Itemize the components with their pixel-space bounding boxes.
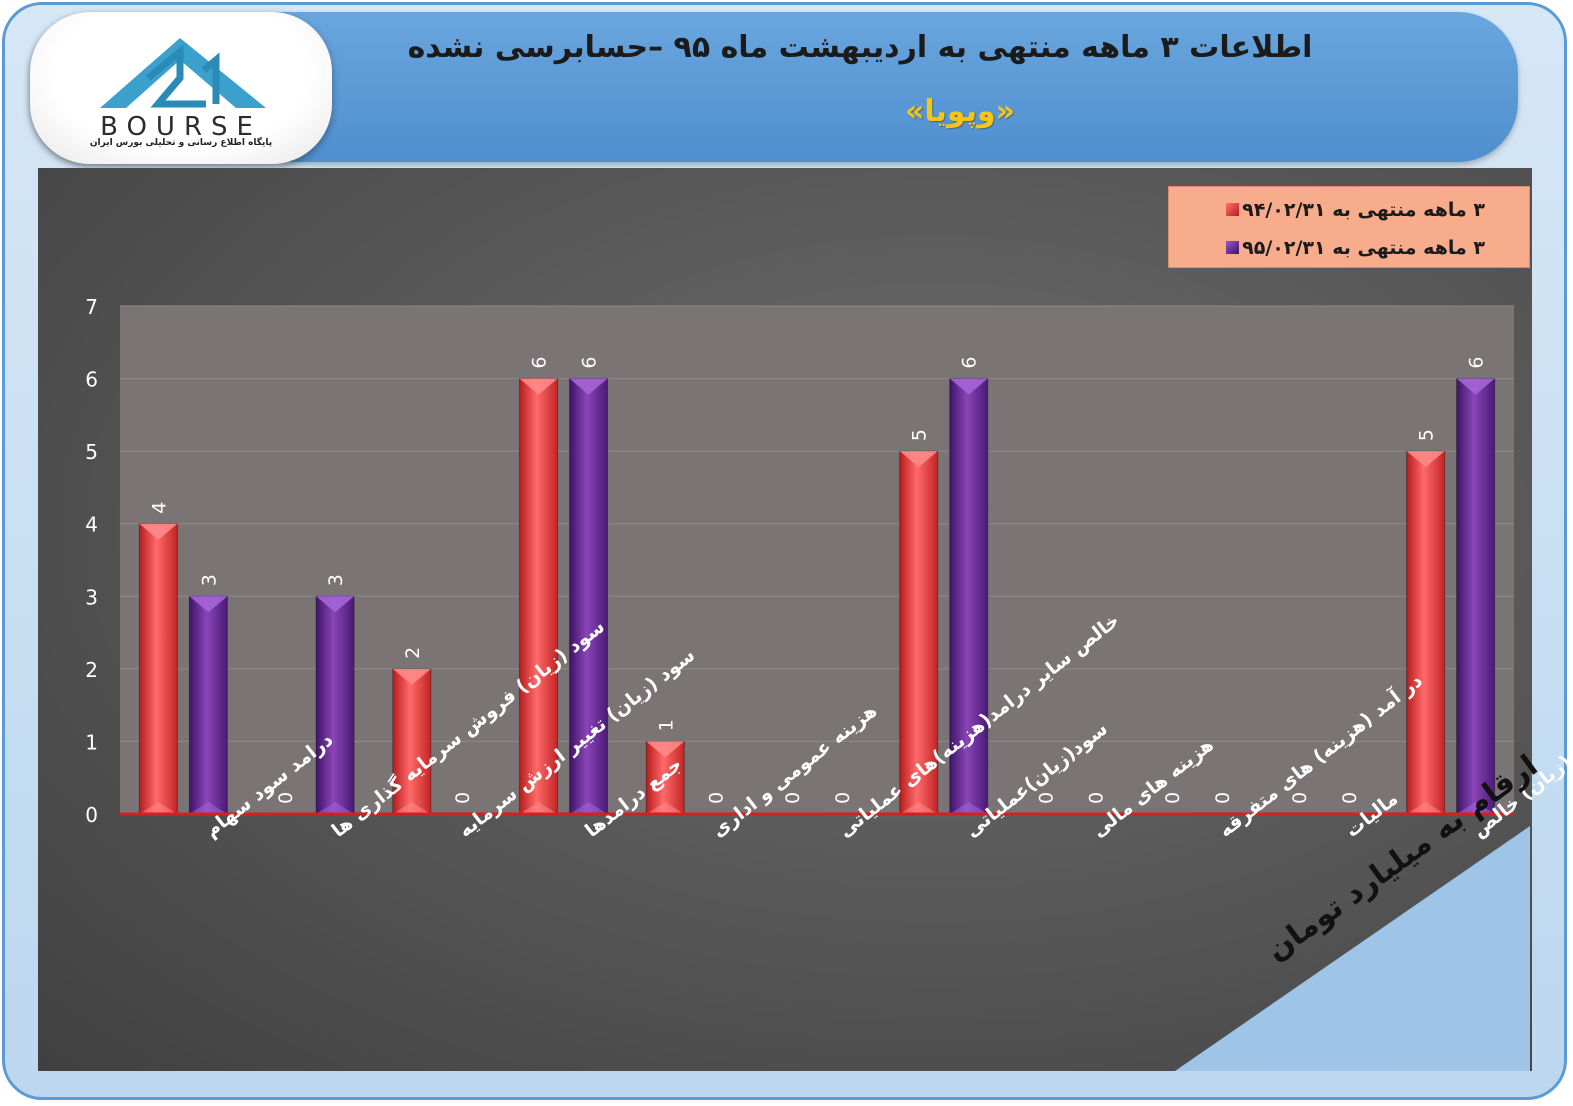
bar-cap <box>1456 378 1495 395</box>
data-label: 6 <box>579 356 601 368</box>
legend-item-series2: ۳ ماهه منتهی به ۹۵/۰۲/۳۱ <box>1242 237 1485 263</box>
bar-base <box>392 802 431 814</box>
y-tick-label: 4 <box>85 513 98 537</box>
data-label: 4 <box>148 502 170 514</box>
legend: ۳ ماهه منتهی به ۹۴/۰۲/۳۱ ۳ ماهه منتهی به… <box>1168 186 1530 268</box>
data-label: 0 <box>705 792 727 804</box>
bar-series1 <box>1406 450 1446 815</box>
data-label: 5 <box>1416 429 1438 441</box>
logo-mark-icon <box>100 38 266 108</box>
bar-base <box>646 802 685 814</box>
bourse24-logo: BOURSE پایگاه اطلاع رسانی و تحلیلی بورس … <box>30 12 332 164</box>
y-tick-label: 7 <box>85 295 98 319</box>
data-label: 0 <box>1339 792 1361 804</box>
data-label: 0 <box>1085 792 1107 804</box>
logo-text: BOURSE <box>100 112 262 142</box>
data-label: 6 <box>529 356 551 368</box>
data-label: 0 <box>1289 792 1311 804</box>
data-label: 0 <box>782 792 804 804</box>
data-label: 0 <box>1212 792 1234 804</box>
bar-base <box>949 802 988 814</box>
bar-cap <box>949 378 988 395</box>
bar-series1 <box>138 523 178 815</box>
bar-cap <box>519 378 558 395</box>
data-label: 6 <box>959 356 981 368</box>
legend-label: ۳ ماهه منتهی به ۹۴/۰۲/۳۱ <box>1242 199 1485 221</box>
y-tick-label: 2 <box>85 658 98 682</box>
data-label: 3 <box>198 574 220 586</box>
bar-series2 <box>188 595 228 815</box>
company-name: «وپویا» <box>904 94 1015 129</box>
bar-series2 <box>1456 378 1496 815</box>
bar-cap <box>392 668 431 685</box>
data-label: 1 <box>655 719 677 731</box>
bar-cap <box>316 596 355 613</box>
bar-base <box>899 802 938 814</box>
data-label: 6 <box>1466 356 1488 368</box>
legend-swatch-series1 <box>1226 203 1239 216</box>
bar-cap <box>1406 451 1445 468</box>
legend-label: ۳ ماهه منتهی به ۹۵/۰۲/۳۱ <box>1242 237 1485 259</box>
data-label: 5 <box>909 429 931 441</box>
bar-series1 <box>519 378 559 815</box>
y-tick-label: 3 <box>85 585 98 609</box>
bar-cap <box>189 596 228 613</box>
bar-cap <box>899 451 938 468</box>
bar-series1 <box>392 668 432 815</box>
data-label: 0 <box>832 792 854 804</box>
bar-series2 <box>315 595 355 815</box>
legend-item-series1: ۳ ماهه منتهی به ۹۴/۰۲/۳۱ <box>1242 199 1485 225</box>
data-label: 3 <box>325 574 347 586</box>
data-label: 2 <box>402 647 424 659</box>
data-label: 0 <box>1035 792 1057 804</box>
bar-cap <box>569 378 608 395</box>
y-tick-label: 6 <box>85 368 98 392</box>
data-label: 0 <box>275 792 297 804</box>
y-tick-label: 1 <box>85 730 98 754</box>
bar-cap <box>646 741 685 758</box>
bar-base <box>1456 802 1495 814</box>
bar-base <box>189 802 228 814</box>
logo-tagline: پایگاه اطلاع رسانی و تحلیلی بورس ایران <box>89 138 273 148</box>
legend-swatch-series2 <box>1226 241 1239 254</box>
bar-base <box>1406 802 1445 814</box>
bar-base <box>519 802 558 814</box>
bar-cap <box>139 523 178 540</box>
data-label: 0 <box>1162 792 1184 804</box>
y-tick-label: 5 <box>85 440 98 464</box>
bar-series1 <box>899 450 939 815</box>
bar-base <box>139 802 178 814</box>
page-title: اطلاعات ۳ ماهه منتهی به اردیبهشت ماه ۹۵ … <box>407 30 1313 65</box>
bar-base <box>569 802 608 814</box>
y-tick-label: 0 <box>85 803 98 827</box>
bar-series2 <box>949 378 989 815</box>
bar-base <box>316 802 355 814</box>
data-label: 0 <box>452 792 474 804</box>
